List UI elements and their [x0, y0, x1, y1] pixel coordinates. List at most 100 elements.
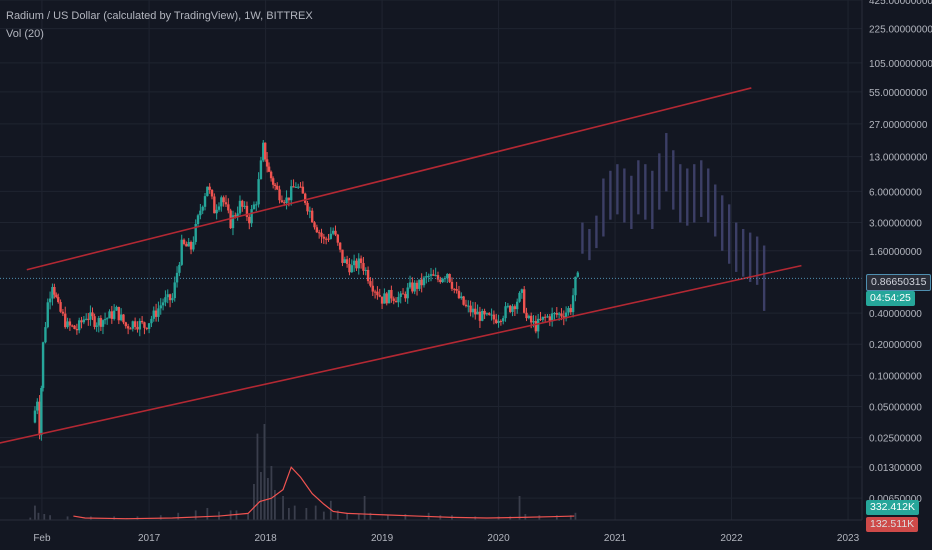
candle-body — [203, 196, 207, 207]
candle-body — [231, 215, 235, 229]
candle-body — [315, 227, 319, 233]
candle-body — [66, 321, 69, 328]
candle-body — [492, 314, 496, 320]
candle-body — [434, 275, 437, 277]
chart-grid — [0, 0, 862, 520]
price-tick-label: 225.00000000 — [869, 25, 932, 36]
candlestick-series — [33, 140, 579, 441]
candle-body — [143, 322, 146, 328]
candle-body — [108, 311, 111, 319]
projection-bar — [679, 164, 682, 223]
candle-body — [334, 230, 337, 235]
candle-body — [129, 328, 132, 330]
candle-body — [527, 315, 531, 319]
volume-bar — [37, 512, 40, 520]
candle-body — [210, 189, 214, 197]
candle-body — [48, 298, 52, 303]
candle-body — [299, 186, 302, 188]
candle-body — [133, 321, 137, 327]
candle-body — [199, 210, 202, 216]
candle-body — [93, 316, 96, 327]
candle-body — [495, 319, 498, 323]
candle-body — [89, 312, 92, 320]
candle-body — [506, 305, 510, 307]
candle-body — [208, 186, 211, 190]
candle-body — [317, 232, 321, 234]
candle-body — [236, 213, 239, 217]
candle-body — [112, 310, 116, 319]
time-tick-label: 2019 — [371, 533, 394, 544]
candle-body — [103, 319, 107, 321]
candle-body — [355, 260, 358, 269]
candle-body — [82, 319, 86, 323]
candle-body — [292, 186, 295, 188]
price-tick-label: 0.10000000 — [869, 371, 922, 382]
candle-body — [373, 291, 377, 293]
candle-body — [532, 321, 535, 323]
volume-bar — [235, 510, 238, 520]
candle-body — [380, 296, 384, 304]
volume-indicator-label[interactable]: Vol (20) — [6, 28, 44, 40]
candle-body — [164, 297, 167, 303]
price-tick-label: 0.05000000 — [869, 403, 922, 414]
candle-body — [252, 204, 256, 210]
candle-body — [224, 202, 228, 205]
candle-body — [478, 311, 482, 321]
candle-body — [287, 197, 291, 201]
candle-body — [366, 269, 370, 282]
candle-body — [152, 310, 155, 319]
projection-bar — [665, 133, 668, 192]
candle-body — [557, 313, 561, 315]
candle-body — [420, 279, 423, 286]
candle-body — [257, 179, 260, 205]
candle-body — [453, 288, 456, 290]
candle-body — [173, 282, 176, 299]
volume-bar — [439, 515, 442, 520]
price-tick-label: 0.20000000 — [869, 340, 922, 351]
channel-line-upper — [26, 87, 752, 271]
candle-body — [259, 160, 263, 180]
candle-body — [450, 281, 454, 289]
projection-bar — [707, 168, 710, 223]
candle-body — [271, 178, 275, 185]
candle-body — [483, 310, 486, 315]
volume-bar — [357, 514, 360, 520]
candle-body — [385, 293, 388, 304]
candle-body — [411, 282, 414, 292]
candle-body — [201, 206, 204, 211]
candle-body — [75, 328, 79, 331]
volume-bar — [293, 505, 296, 520]
candle-body — [427, 275, 430, 277]
projection-bar — [658, 153, 661, 210]
candle-body — [217, 206, 221, 210]
candle-body — [80, 320, 83, 323]
time-tick-label: 2017 — [138, 533, 161, 544]
candle-body — [278, 189, 281, 201]
candle-body — [250, 209, 253, 224]
candle-body — [534, 321, 538, 332]
candle-body — [241, 200, 244, 207]
candle-body — [64, 313, 67, 328]
candle-body — [329, 233, 333, 239]
price-tick-label: 425.00000000 — [869, 0, 932, 7]
candle-body — [166, 294, 169, 298]
candle-body — [227, 204, 230, 211]
projection-bar — [693, 164, 696, 223]
price-axis[interactable]: 425.00000000 225.00000000 105.00000000 55.0… — [861, 0, 932, 520]
bar-countdown-label: 04:54:25 — [866, 291, 915, 306]
candle-body — [336, 234, 340, 243]
volume-bar — [177, 512, 180, 520]
candle-body — [322, 236, 326, 239]
candle-body — [392, 298, 395, 301]
time-axis[interactable]: Feb 2017 2018 2019 2020 2021 2022 2023 — [0, 519, 862, 544]
volume-bar — [253, 484, 255, 520]
projection-bar — [588, 228, 591, 261]
candle-body — [569, 308, 572, 313]
volume-ma-label: 132.511K — [866, 517, 919, 532]
price-tick-label: 55.00000000 — [869, 88, 928, 99]
candle-body — [343, 259, 346, 263]
candle-body — [348, 263, 351, 273]
projection-bar — [741, 228, 745, 277]
volume-value-label: 332.412K — [866, 500, 919, 515]
